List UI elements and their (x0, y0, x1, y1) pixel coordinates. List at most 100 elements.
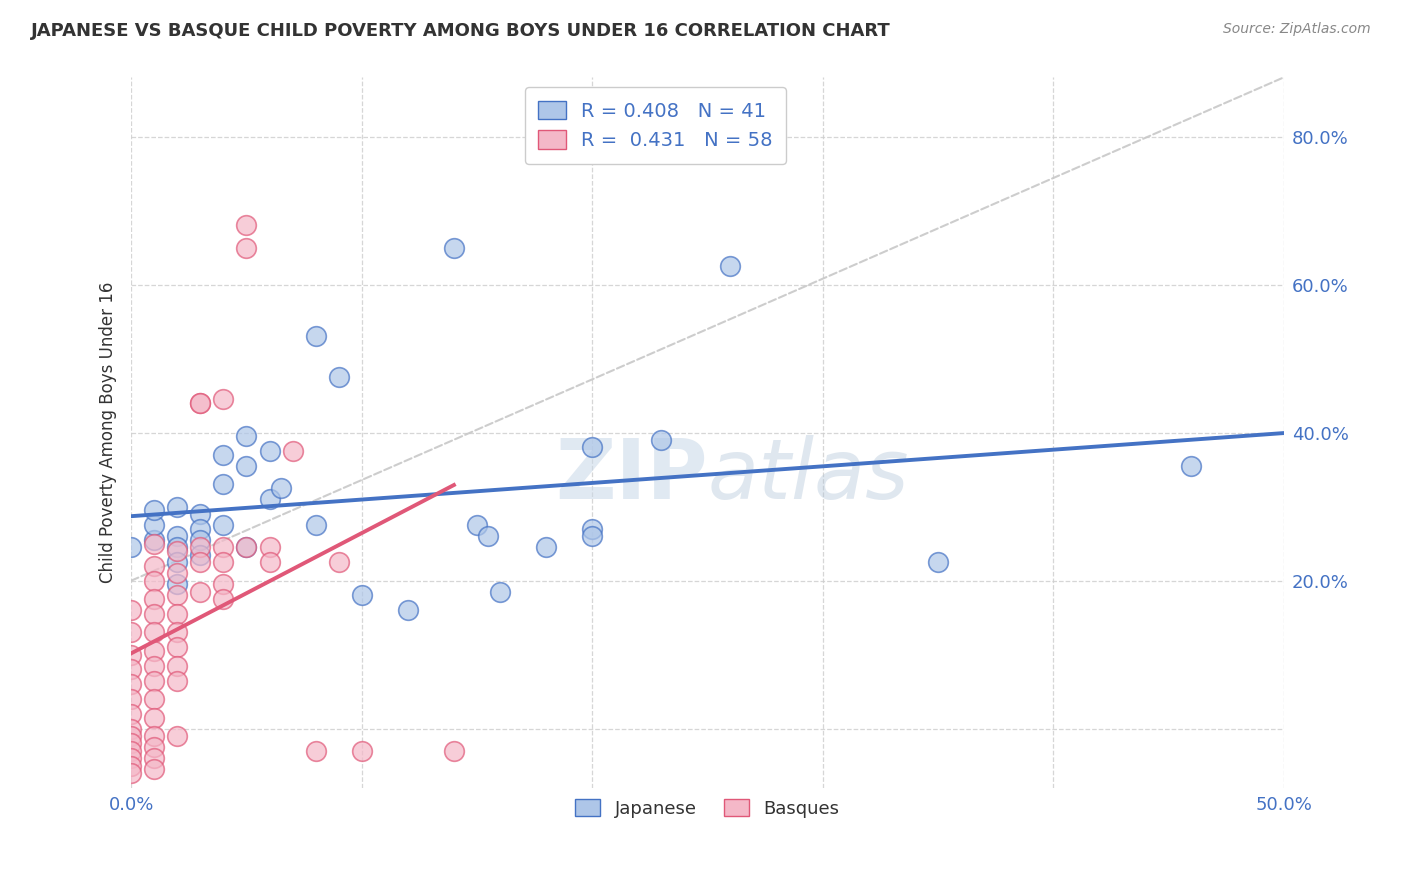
Point (143, 658, 166, 673)
Point (212, 518, 235, 533)
Point (212, 477, 235, 491)
Y-axis label: Child Poverty Among Boys Under 16: Child Poverty Among Boys Under 16 (100, 282, 117, 583)
Point (443, 241, 465, 255)
Text: JAPANESE VS BASQUE CHILD POVERTY AMONG BOYS UNDER 16 CORRELATION CHART: JAPANESE VS BASQUE CHILD POVERTY AMONG B… (31, 22, 890, 40)
Point (259, 492, 281, 507)
Point (212, 592, 235, 607)
Point (190, 396, 212, 410)
Point (235, 219, 257, 233)
Point (650, 433, 672, 447)
Point (190, 396, 212, 410)
Point (143, 592, 166, 607)
Point (143, 692, 166, 706)
Point (120, 677, 142, 691)
Point (143, 710, 166, 724)
Point (1180, 458, 1202, 473)
Point (190, 584, 212, 599)
Point (120, 766, 142, 780)
Point (259, 555, 281, 569)
Point (143, 644, 166, 658)
Point (166, 500, 188, 514)
Point (143, 574, 166, 588)
Point (120, 722, 142, 736)
Point (120, 758, 142, 772)
Point (465, 518, 488, 533)
Point (396, 603, 419, 617)
Point (190, 555, 212, 569)
Text: ZIP: ZIP (555, 434, 707, 516)
Point (304, 744, 326, 758)
Point (143, 503, 166, 517)
Point (235, 541, 257, 555)
Point (143, 729, 166, 743)
Point (166, 577, 188, 591)
Text: Source: ZipAtlas.com: Source: ZipAtlas.com (1223, 22, 1371, 37)
Point (120, 648, 142, 662)
Point (720, 259, 742, 273)
Point (120, 706, 142, 721)
Point (143, 607, 166, 621)
Point (259, 444, 281, 458)
Point (534, 541, 557, 555)
Point (477, 529, 499, 543)
Point (120, 692, 142, 706)
Point (166, 607, 188, 621)
Legend: Japanese, Basques: Japanese, Basques (568, 792, 846, 825)
Point (581, 529, 603, 543)
Point (328, 555, 350, 569)
Point (190, 548, 212, 562)
Point (143, 533, 166, 547)
Point (489, 584, 512, 599)
Point (235, 541, 257, 555)
Point (166, 566, 188, 581)
Point (166, 529, 188, 543)
Point (143, 536, 166, 550)
Point (270, 481, 292, 495)
Point (235, 241, 257, 255)
Point (581, 522, 603, 536)
Point (166, 729, 188, 743)
Point (166, 673, 188, 688)
Point (443, 744, 465, 758)
Point (927, 555, 949, 569)
Point (212, 555, 235, 569)
Point (143, 518, 166, 533)
Point (190, 533, 212, 547)
Point (212, 577, 235, 591)
Point (259, 541, 281, 555)
Point (190, 507, 212, 521)
Point (212, 541, 235, 555)
Point (166, 589, 188, 603)
Point (235, 429, 257, 443)
Point (120, 663, 142, 677)
Point (328, 370, 350, 384)
Point (143, 673, 166, 688)
Point (304, 329, 326, 343)
Point (143, 558, 166, 573)
Point (120, 744, 142, 758)
Point (120, 603, 142, 617)
Point (304, 518, 326, 533)
Point (212, 392, 235, 407)
Point (281, 444, 304, 458)
Point (350, 744, 373, 758)
Point (143, 751, 166, 765)
Point (166, 541, 188, 555)
Point (120, 729, 142, 743)
Point (190, 541, 212, 555)
Point (581, 441, 603, 455)
Point (120, 541, 142, 555)
Point (120, 625, 142, 640)
Point (350, 589, 373, 603)
Text: atlas: atlas (707, 434, 910, 516)
Point (120, 736, 142, 750)
Point (166, 658, 188, 673)
Point (190, 522, 212, 536)
Point (143, 763, 166, 777)
Point (166, 640, 188, 655)
Point (166, 625, 188, 640)
Point (166, 555, 188, 569)
Point (235, 458, 257, 473)
Point (143, 625, 166, 640)
Point (166, 544, 188, 558)
